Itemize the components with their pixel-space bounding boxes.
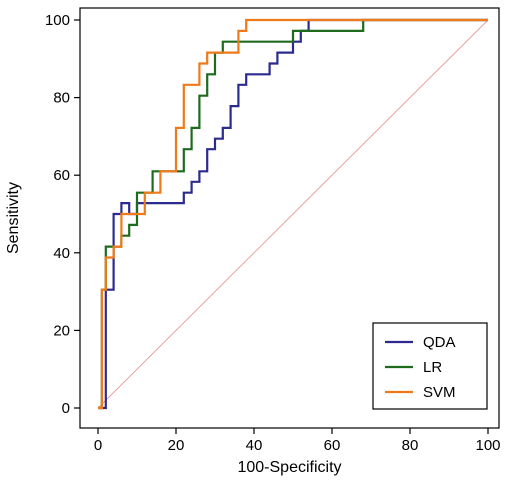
- y-axis-title: Sensitivity: [5, 182, 22, 254]
- legend-label-qda: QDA: [423, 334, 456, 351]
- x-tick-label: 80: [402, 437, 419, 454]
- legend-box: [372, 322, 488, 410]
- x-tick-label: 40: [246, 437, 263, 454]
- x-tick-label: 20: [168, 437, 185, 454]
- series-line-qda: [98, 18, 488, 410]
- legend-label-svm: SVM: [423, 384, 456, 401]
- legend-label-lr: LR: [423, 359, 442, 376]
- legend: QDA LR SVM: [372, 322, 488, 410]
- y-tick-label: 0: [62, 400, 70, 417]
- y-tick-label: 60: [53, 167, 70, 184]
- y-tick-label: 40: [53, 245, 70, 262]
- x-axis-title: 100-Specificity: [237, 459, 341, 476]
- series-layer: [98, 18, 488, 410]
- series-line-svm: [98, 18, 488, 410]
- reference-line-layer: [97, 19, 489, 409]
- x-tick-label: 60: [324, 437, 341, 454]
- x-tick-label: 100: [475, 437, 500, 454]
- y-tick-label: 80: [53, 90, 70, 107]
- y-tick-label: 100: [45, 12, 70, 29]
- plot-frame: [79, 7, 500, 429]
- y-tick-label: 20: [53, 322, 70, 339]
- axes: 0 20 40 60 80 100 0 20 40 60 80 100: [45, 7, 501, 454]
- reference-diagonal-line: [97, 19, 489, 409]
- x-tick-label: 0: [94, 437, 102, 454]
